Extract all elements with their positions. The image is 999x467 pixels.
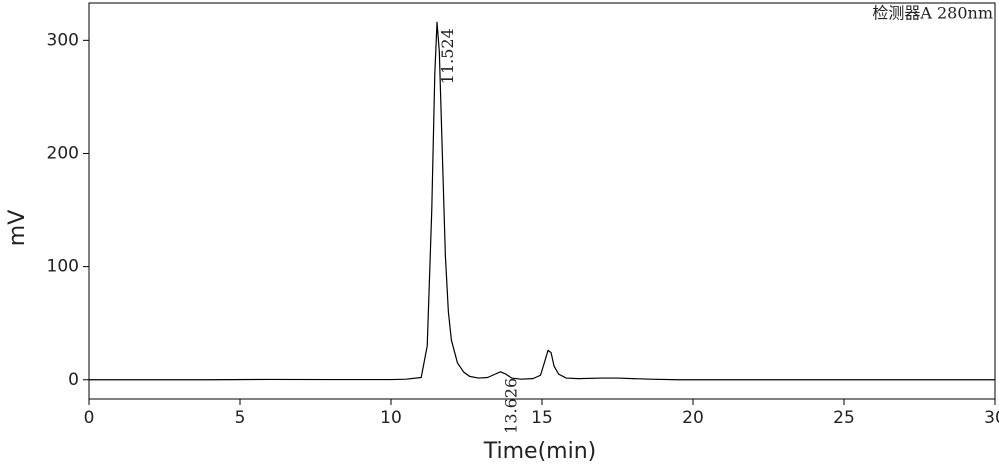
x-tick-label: 15 <box>531 408 553 428</box>
x-tick-label: 5 <box>235 408 246 428</box>
x-tick-label: 25 <box>833 408 855 428</box>
y-tick-label: 200 <box>47 143 79 163</box>
x-tick-label: 0 <box>84 408 95 428</box>
y-tick-label: 100 <box>47 257 79 277</box>
x-axis-label: Time(min) <box>483 439 597 464</box>
x-tick-label: 30 <box>984 408 999 428</box>
plot-frame <box>88 2 996 400</box>
signal-line <box>89 21 995 381</box>
y-axis-label: mV <box>5 210 30 246</box>
peak-label: 13.626 <box>502 378 521 434</box>
peak-label: 11.524 <box>438 28 457 84</box>
y-tick-label: 300 <box>47 30 79 50</box>
x-tick-label: 20 <box>682 408 704 428</box>
x-tick-label: 10 <box>380 408 402 428</box>
detector-label: 检测器A 280nm <box>872 4 993 23</box>
y-tick-label: 0 <box>68 370 79 390</box>
